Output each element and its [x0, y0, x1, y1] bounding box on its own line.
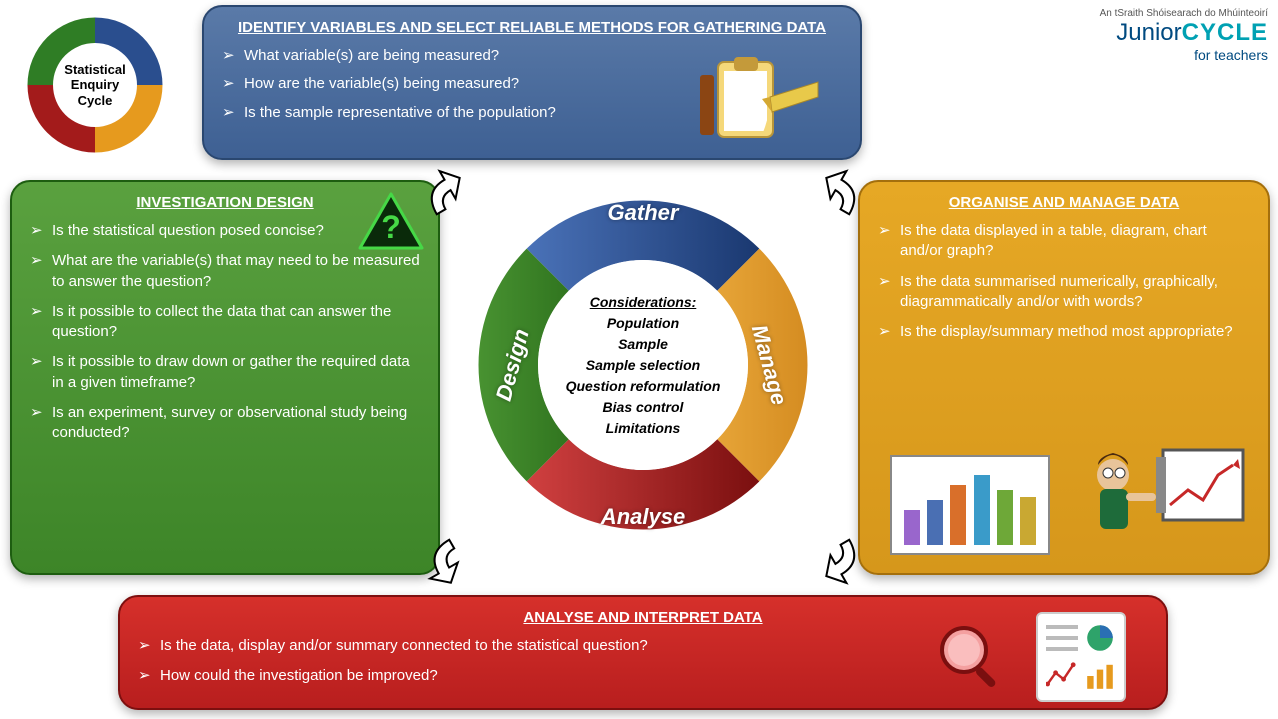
analyse-box: ANALYSE AND INTERPRET DATA Is the data, …	[118, 595, 1168, 710]
bar-chart-icon	[890, 455, 1050, 555]
cycle-ring: Gather Manage Analyse Design Considerati…	[468, 190, 818, 540]
design-box: INVESTIGATION DESIGN Is the statistical …	[10, 180, 440, 575]
considerations-panel: Considerations: Population Sample Sample…	[538, 260, 748, 470]
segment-gather: Gather	[608, 200, 679, 226]
list-item: Is it possible to draw down or gather th…	[30, 352, 420, 393]
gather-box: IDENTIFY VARIABLES AND SELECT RELIABLE M…	[202, 5, 862, 160]
presenter-icon	[1078, 445, 1248, 555]
gather-title: IDENTIFY VARIABLES AND SELECT RELIABLE M…	[222, 19, 842, 36]
junior-cycle-logo: An tSraith Shóisearach do Mhúinteoirí Ju…	[1068, 8, 1268, 63]
manage-title: ORGANISE AND MANAGE DATA	[878, 194, 1250, 211]
list-item: Is the display/summary method most appro…	[878, 322, 1250, 342]
consideration-item: Population	[607, 313, 679, 334]
consideration-item: Sample	[618, 334, 668, 355]
consideration-item: Bias control	[603, 397, 684, 418]
consideration-item: Sample selection	[586, 355, 700, 376]
mini-cycle-logo: Statistical Enquiry Cycle	[20, 10, 170, 160]
logo-main: JuniorCYCLE	[1068, 19, 1268, 47]
manage-box: ORGANISE AND MANAGE DATA Is the data dis…	[858, 180, 1270, 575]
logo-subtitle: An tSraith Shóisearach do Mhúinteoirí	[1068, 8, 1268, 19]
mini-logo-label: Statistical Enquiry Cycle	[55, 45, 135, 125]
svg-text:?: ?	[381, 209, 401, 245]
list-item: What are the variable(s) that may need t…	[30, 251, 420, 292]
manage-list: Is the data displayed in a table, diagra…	[878, 221, 1250, 342]
clipboard-icon	[690, 57, 820, 147]
list-item: Is the data summarised numerically, grap…	[878, 272, 1250, 313]
consideration-item: Question reformulation	[566, 376, 721, 397]
considerations-title: Considerations:	[590, 292, 697, 313]
list-item: Is it possible to collect the data that …	[30, 302, 420, 343]
design-list: Is the statistical question posed concis…	[30, 221, 420, 443]
report-icon	[1036, 612, 1126, 702]
list-item: Is the data displayed in a table, diagra…	[878, 221, 1250, 262]
list-item: Is an experiment, survey or observationa…	[30, 403, 420, 444]
consideration-item: Limitations	[606, 418, 681, 439]
question-warning-icon: ?	[358, 192, 424, 252]
logo-for: for teachers	[1068, 47, 1268, 63]
segment-analyse: Analyse	[601, 504, 685, 530]
magnify-icon	[936, 622, 1006, 692]
